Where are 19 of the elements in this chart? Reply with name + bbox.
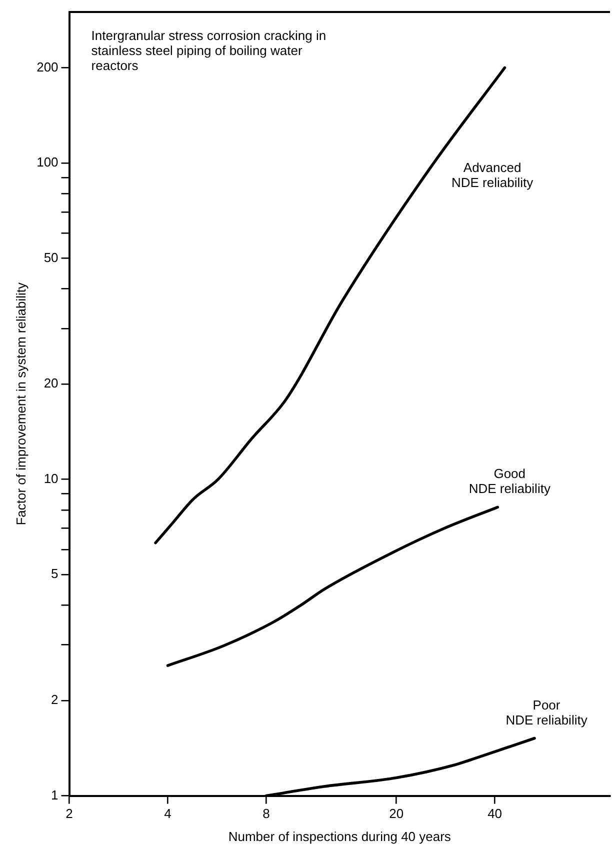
y-tick-label: 5 [51, 566, 58, 582]
x-tick-label: 2 [66, 806, 73, 822]
x-tick-label: 4 [164, 806, 172, 822]
y-tick-label: 2 [51, 692, 58, 708]
y-tick-label: 20 [44, 376, 58, 391]
y-tick-label: 50 [44, 250, 58, 265]
x-tick-label: 20 [389, 806, 404, 822]
series-label: Advanced NDE reliability [451, 160, 534, 190]
y-axis-title: Factor of improvement in system reliability [13, 282, 28, 526]
series-label: Good NDE reliability [468, 466, 551, 496]
annotation: Intergranular stress corrosion cracking in stainless steel piping of boiling water reactors [91, 28, 326, 73]
x-tick-label: 40 [488, 806, 502, 822]
series-label: Poor NDE reliability [506, 697, 588, 728]
x-tick-label: 8 [262, 806, 270, 822]
y-tick-label: 1 [51, 787, 58, 802]
x-axis-title: Number of inspections during 40 years [228, 828, 452, 844]
y-tick-label: 100 [36, 154, 58, 170]
y-tick-label: 200 [36, 59, 58, 74]
y-tick-label: 10 [44, 470, 58, 486]
